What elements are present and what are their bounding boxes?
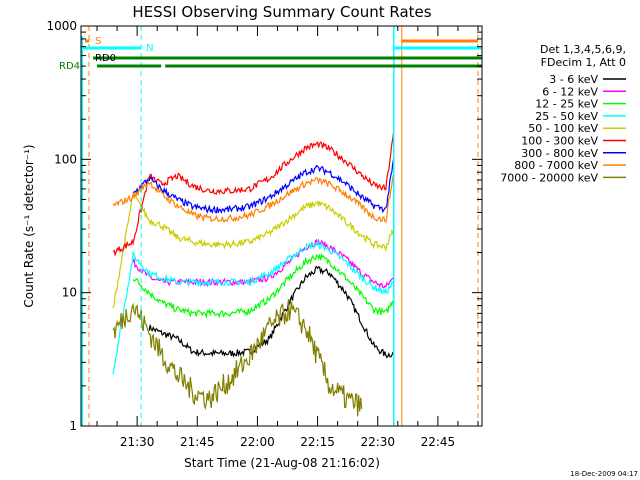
x-tick-label-22-00: 22:00 bbox=[240, 435, 275, 449]
x-tick-label-21-30: 21:30 bbox=[120, 435, 155, 449]
x-axis-label: Start Time (21-Aug-08 21:16:02) bbox=[184, 456, 380, 470]
vertical-markers bbox=[81, 26, 483, 426]
y-tick-label-1000: 1000 bbox=[46, 19, 77, 33]
legend-header-line-1: Det 1,3,4,5,6,9, bbox=[540, 43, 626, 56]
flag-label-rd0: RD0 bbox=[95, 53, 116, 64]
series-line-3-6-kev bbox=[148, 265, 395, 359]
legend-label-6-12-kev: 6 - 12 keV bbox=[542, 85, 598, 98]
series-line-50-100-kev bbox=[112, 193, 395, 309]
axis-ticks bbox=[81, 26, 482, 426]
x-tick-label-21-45: 21:45 bbox=[180, 435, 215, 449]
legend-label-50-100-kev: 50 - 100 keV bbox=[528, 122, 598, 135]
y-tick-label-1: 1 bbox=[69, 419, 77, 433]
flag-label-s: S bbox=[95, 36, 101, 47]
series-line-300-800-kev bbox=[132, 157, 395, 215]
y-tick-labels: 1 10 100 1000 bbox=[46, 19, 77, 433]
x-tick-labels: 21:30 21:45 22:00 22:15 22:30 22:45 bbox=[120, 435, 455, 449]
series-line-25-50-kev bbox=[112, 240, 395, 375]
plot-frame bbox=[80, 25, 483, 427]
x-tick-label-22-30: 22:30 bbox=[360, 435, 395, 449]
legend-label-12-25-kev: 12 - 25 keV bbox=[535, 98, 598, 111]
series-layer bbox=[112, 129, 395, 417]
legend-label-300-800-kev: 300 - 800 keV bbox=[521, 147, 598, 160]
y-axis-label: Count Rate (s⁻¹ detector⁻¹) bbox=[22, 144, 36, 307]
legend-label-100-300-kev: 100 - 300 keV bbox=[521, 135, 598, 148]
y-tick-label-100: 100 bbox=[54, 152, 77, 166]
series-line-100-300-kev bbox=[112, 129, 395, 257]
timestamp: 18-Dec-2009 04:17 bbox=[570, 470, 638, 478]
legend-label-3-6-kev: 3 - 6 keV bbox=[549, 73, 598, 86]
x-tick-label-22-45: 22:45 bbox=[421, 435, 456, 449]
flag-bars: S N RD0 RD4 bbox=[59, 36, 482, 72]
x-tick-label-22-15: 22:15 bbox=[300, 435, 335, 449]
series-line-7000-20000-kev bbox=[112, 298, 363, 417]
legend-header-line-2: FDecim 1, Att 0 bbox=[541, 56, 626, 69]
flag-label-rd4: RD4 bbox=[59, 61, 80, 72]
legend-label-800-7000-kev: 800 - 7000 keV bbox=[514, 159, 598, 172]
legend-label-25-50-kev: 25 - 50 keV bbox=[535, 110, 598, 123]
series-line-12-25-kev bbox=[132, 253, 395, 319]
y-tick-label-10: 10 bbox=[62, 286, 77, 300]
series-line-800-7000-kev bbox=[112, 174, 395, 224]
chart-title: HESSI Observing Summary Count Rates bbox=[132, 3, 431, 21]
flag-label-n: N bbox=[146, 43, 153, 54]
legend-label-7000-20000-kev: 7000 - 20000 keV bbox=[500, 171, 598, 184]
